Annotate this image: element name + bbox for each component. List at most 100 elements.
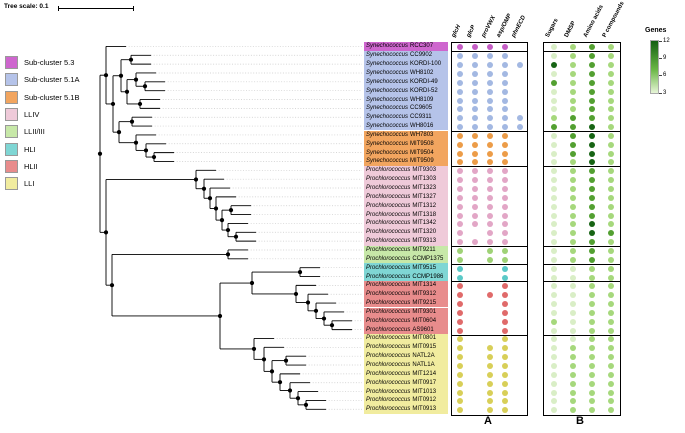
gene-dot xyxy=(486,97,493,104)
gene-dot xyxy=(588,283,595,290)
gene-dot xyxy=(456,292,463,299)
gene-dot xyxy=(486,380,493,387)
gene-dot xyxy=(550,247,557,254)
genus-name: Prochlorococcus xyxy=(366,176,411,183)
gene-dot xyxy=(550,44,557,51)
gene-dot xyxy=(456,132,463,139)
strain-name: CCMP1986 xyxy=(412,273,444,280)
gene-dot xyxy=(501,247,508,254)
gene-dot xyxy=(569,265,576,272)
gene-dot xyxy=(501,345,508,352)
gene-dot xyxy=(486,53,493,60)
gene-dot xyxy=(607,256,614,263)
gene-dot xyxy=(588,363,595,370)
strain-label: Synechococcus CC9311 xyxy=(364,112,448,122)
gene-dot xyxy=(471,97,478,104)
gene-dot xyxy=(471,168,478,175)
gene-dot xyxy=(501,230,508,237)
gene-dot xyxy=(456,212,463,219)
gene-dot xyxy=(588,327,595,334)
gene-dot xyxy=(569,97,576,104)
strain-name: MIT9301 xyxy=(412,308,437,315)
gene-dot xyxy=(471,141,478,148)
gene-dot xyxy=(550,97,557,104)
gene-dot xyxy=(607,301,614,308)
gene-dot xyxy=(569,354,576,361)
tree-node-dot xyxy=(116,130,122,135)
tree-node-dot xyxy=(110,101,116,107)
gene-dot xyxy=(456,62,463,69)
tree-node-dot xyxy=(225,227,231,233)
strain-label: Prochlorococcus MIT1318 xyxy=(364,210,448,219)
strain-label: Synechococcus WH8102 xyxy=(364,68,448,78)
genus-name: Prochlorococcus xyxy=(366,238,411,245)
gene-dot xyxy=(486,230,493,237)
gene-dot xyxy=(607,53,614,60)
gene-dot xyxy=(569,345,576,352)
gene-dot xyxy=(550,124,557,131)
strain-name: MIT1342 xyxy=(412,220,437,227)
legend-label: LLI xyxy=(24,179,35,189)
gene-dot xyxy=(588,407,595,414)
clade-divider xyxy=(544,334,620,336)
tree-node-dot xyxy=(193,177,199,182)
gene-dot xyxy=(607,309,614,316)
gene-dot xyxy=(486,363,493,370)
strain-name: CC9902 xyxy=(410,52,433,59)
tree-node-dot xyxy=(213,206,219,211)
gene-dot xyxy=(456,398,463,405)
tree-node-dot xyxy=(109,283,115,288)
gene-dot xyxy=(550,132,557,139)
gene-dot xyxy=(501,318,508,325)
gene-dot xyxy=(607,292,614,299)
gene-dot xyxy=(607,177,614,184)
gene-dot xyxy=(588,88,595,95)
gene-dot xyxy=(550,194,557,201)
gene-dot xyxy=(456,124,463,131)
gene-dot xyxy=(550,53,557,60)
gene-dot xyxy=(486,212,493,219)
gene-dot xyxy=(588,247,595,254)
gene-dot xyxy=(569,194,576,201)
tree-node-dot xyxy=(251,346,257,352)
gene-dot xyxy=(486,150,493,157)
legend-swatch xyxy=(5,73,18,87)
gene-dot xyxy=(501,79,508,86)
gene-dot xyxy=(471,212,478,219)
tree-node-dot xyxy=(103,230,109,235)
gene-dot xyxy=(607,318,614,325)
genes-legend-tick-label: 12 xyxy=(663,37,670,44)
legend-label: LLIV xyxy=(24,109,40,119)
gene-dot xyxy=(501,141,508,148)
gene-dot xyxy=(456,327,463,334)
strain-name: MIT0912 xyxy=(412,397,437,404)
genus-name: Prochlorococcus xyxy=(366,291,411,298)
gene-dot xyxy=(471,62,478,69)
gene-dot xyxy=(550,88,557,95)
gene-dot xyxy=(569,44,576,51)
gene-dot xyxy=(456,106,463,113)
genus-name: Synechococcus xyxy=(366,105,409,112)
gene-dot xyxy=(607,132,614,139)
gene-dot xyxy=(471,88,478,95)
clade-divider xyxy=(452,131,527,132)
tree-node-dot xyxy=(118,73,124,78)
strain-name: MIT1013 xyxy=(412,388,437,395)
strain-label: Prochlorococcus MIT0801 xyxy=(364,334,448,343)
gene-dot xyxy=(501,88,508,95)
gene-dot xyxy=(588,345,595,352)
strain-name: WH8016 xyxy=(410,123,434,130)
gene-dot xyxy=(471,194,478,201)
legend-item-LLII3: LLII/III xyxy=(5,125,45,139)
gene-dot xyxy=(550,212,557,219)
gene-dot xyxy=(501,292,508,299)
gene-dot xyxy=(550,336,557,343)
genes-legend-tick-label: 6 xyxy=(663,72,667,79)
gene-dot xyxy=(569,141,576,148)
genes-legend-tick-label: 3 xyxy=(663,89,667,96)
legend-item-sc51B: Sub-cluster 5.1B xyxy=(5,90,79,104)
tree-scale-label: Tree scale: 0.1 xyxy=(4,3,49,10)
gene-dot xyxy=(456,177,463,184)
genes-legend-tick xyxy=(659,92,662,94)
